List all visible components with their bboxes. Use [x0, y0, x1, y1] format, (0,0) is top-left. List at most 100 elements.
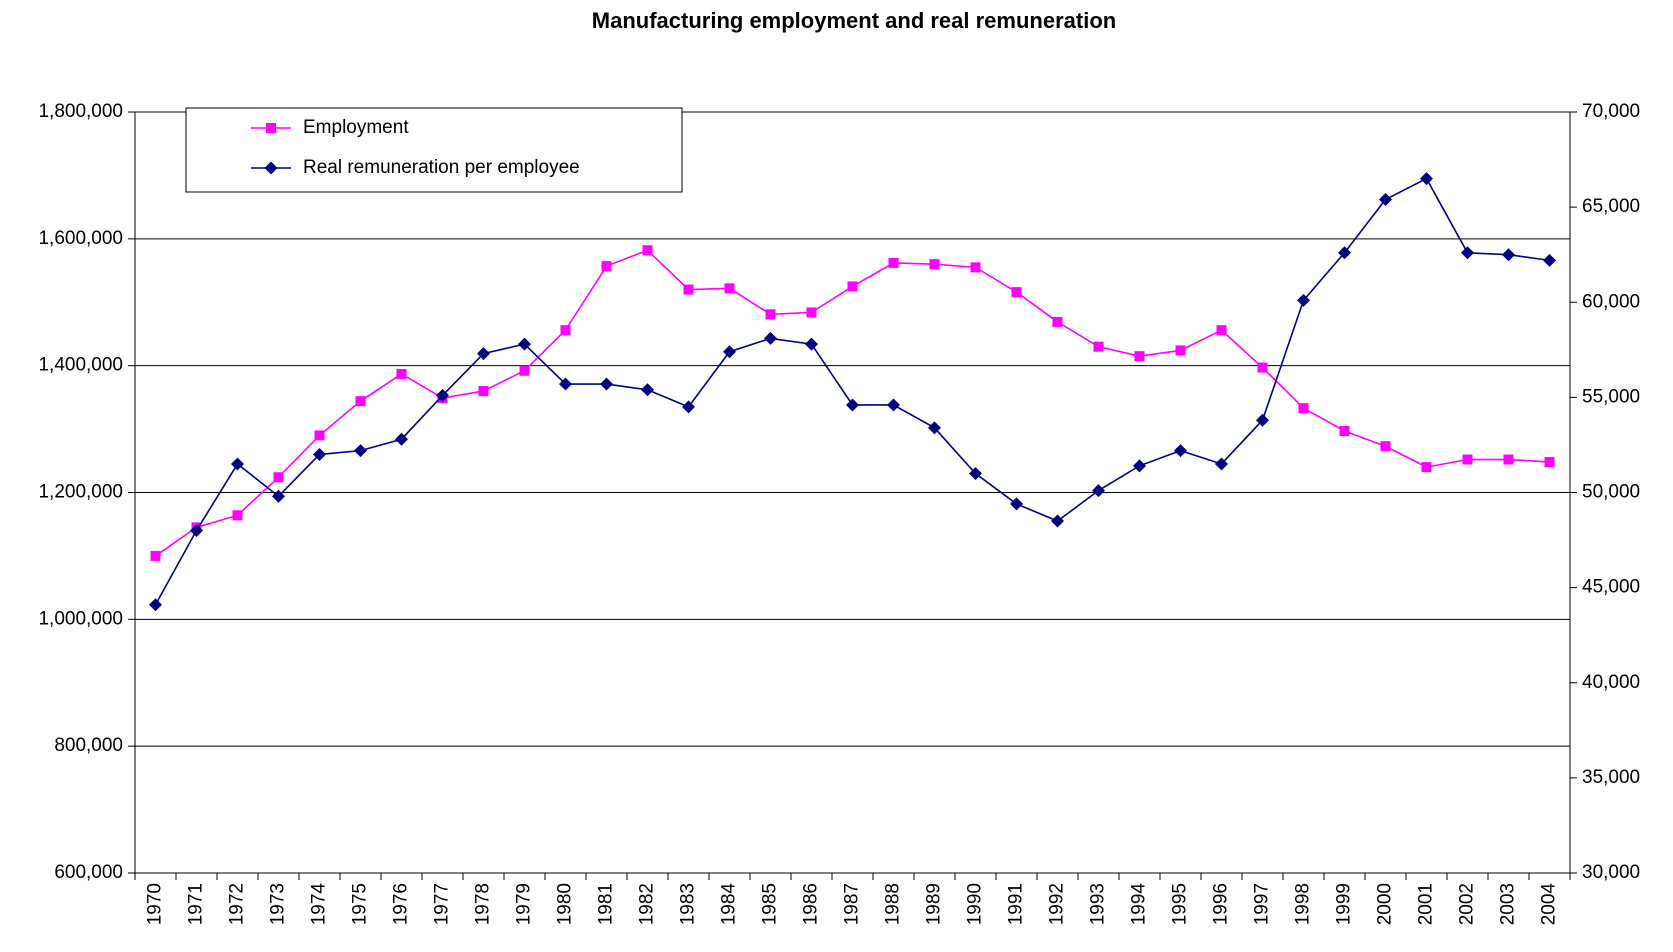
point	[764, 331, 777, 345]
x-tick-label: 1978	[473, 883, 494, 925]
point	[355, 396, 366, 407]
x-tick-label: 1987	[842, 883, 863, 925]
point	[519, 365, 530, 376]
point	[765, 309, 776, 320]
y2-tick-label: 65,000	[1582, 196, 1640, 217]
x-tick-label: 1999	[1334, 883, 1355, 925]
chart-title: Manufacturing employment and real remune…	[592, 8, 1116, 33]
point	[396, 368, 407, 379]
y-tick-label: 1,000,000	[38, 608, 123, 629]
x-tick-label: 2002	[1457, 883, 1478, 925]
point	[1502, 248, 1515, 262]
point	[928, 421, 941, 435]
legend-marker	[266, 123, 276, 133]
legend-label: Employment	[303, 117, 409, 138]
point	[1092, 484, 1105, 498]
y2-tick-label: 30,000	[1582, 862, 1640, 883]
x-tick-label: 2003	[1498, 883, 1519, 925]
x-tick-label: 1985	[760, 883, 781, 925]
x-tick-label: 1977	[432, 883, 453, 925]
point	[1503, 454, 1514, 465]
point	[150, 550, 161, 561]
y2-tick-label: 35,000	[1582, 767, 1640, 788]
point	[1462, 454, 1473, 465]
point	[518, 337, 531, 351]
point	[1544, 457, 1555, 468]
y-tick-label: 1,400,000	[38, 355, 123, 376]
point	[1543, 253, 1556, 267]
point	[887, 398, 900, 412]
y2-tick-label: 55,000	[1582, 386, 1640, 407]
point	[395, 432, 408, 446]
point	[1257, 362, 1268, 373]
x-tick-label: 1976	[391, 883, 412, 925]
point	[723, 345, 736, 359]
point	[1379, 193, 1392, 207]
point	[1215, 457, 1228, 471]
series-line	[154, 177, 1550, 606]
point	[601, 261, 612, 272]
point	[600, 377, 613, 391]
point	[190, 524, 203, 538]
x-tick-label: 1973	[268, 883, 289, 925]
x-tick-label: 1972	[227, 883, 248, 925]
y2-tick-label: 50,000	[1582, 482, 1640, 503]
point	[1175, 345, 1186, 356]
point	[683, 284, 694, 295]
x-tick-label: 1970	[145, 883, 166, 925]
point	[559, 377, 572, 391]
legend-label: Real remuneration per employee	[303, 157, 580, 178]
point	[1338, 246, 1351, 260]
y-tick-label: 800,000	[54, 735, 123, 756]
point	[314, 430, 325, 441]
x-tick-label: 2001	[1416, 883, 1437, 925]
legend-box	[185, 107, 683, 193]
x-tick-label: 1994	[1129, 883, 1150, 926]
x-tick-label: 1995	[1170, 883, 1191, 925]
y-tick-label: 1,800,000	[38, 101, 123, 122]
point	[929, 259, 940, 270]
point	[1011, 287, 1022, 298]
x-tick-label: 1979	[514, 883, 535, 925]
point	[1420, 172, 1433, 186]
point	[272, 489, 285, 503]
point	[970, 262, 981, 273]
point	[1133, 459, 1146, 473]
point	[888, 257, 899, 268]
point	[1010, 497, 1023, 511]
x-tick-label: 1983	[678, 883, 699, 925]
point	[1421, 462, 1432, 473]
x-tick-label: 1986	[801, 883, 822, 925]
point	[232, 510, 243, 521]
point	[149, 598, 162, 612]
y-tick-label: 1,600,000	[38, 228, 123, 249]
point	[724, 283, 735, 294]
point	[1297, 293, 1310, 307]
point	[1298, 403, 1309, 414]
point	[231, 457, 244, 471]
point	[682, 400, 695, 414]
x-tick-label: 1997	[1252, 883, 1273, 925]
point	[846, 398, 859, 412]
x-tick-label: 2000	[1375, 883, 1396, 925]
point	[805, 337, 818, 351]
point	[1256, 413, 1269, 427]
point	[1174, 444, 1187, 458]
x-tick-label: 1991	[1006, 883, 1027, 925]
point	[969, 466, 982, 480]
point	[1380, 441, 1391, 452]
x-tick-label: 1990	[965, 883, 986, 925]
x-tick-label: 1980	[555, 883, 576, 925]
y2-tick-label: 70,000	[1582, 101, 1640, 122]
x-tick-label: 1993	[1088, 883, 1109, 925]
x-tick-label: 1992	[1047, 883, 1068, 925]
point	[1216, 325, 1227, 336]
x-tick-label: 1974	[309, 883, 330, 926]
x-tick-label: 1971	[186, 883, 207, 925]
point	[560, 325, 571, 336]
y-tick-label: 600,000	[54, 862, 123, 883]
point	[847, 281, 858, 292]
point	[1339, 425, 1350, 436]
point	[354, 444, 367, 458]
x-tick-label: 1998	[1293, 883, 1314, 925]
